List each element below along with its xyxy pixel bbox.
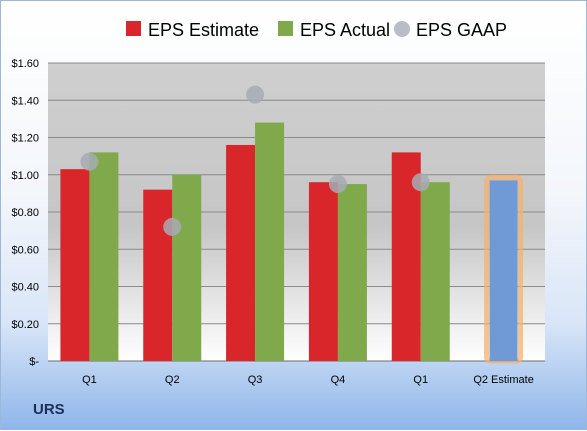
bar-eps-estimate	[143, 189, 173, 361]
legend-swatch-gaap	[394, 21, 410, 37]
gaap-points	[80, 85, 430, 236]
legend-label: EPS Actual	[300, 20, 390, 40]
bar-eps-estimate	[226, 144, 256, 361]
y-tick-label: $1.00	[11, 170, 39, 182]
bars	[60, 122, 524, 364]
y-tick-label: $0.80	[11, 207, 39, 219]
bar-q2-estimate	[489, 180, 518, 361]
ticker-label: URS	[33, 401, 65, 418]
y-tick-label: $1.60	[11, 58, 39, 70]
x-tick-label: Q2	[165, 374, 180, 386]
bar-eps-estimate	[308, 182, 338, 361]
y-tick-label: $0.60	[11, 244, 39, 256]
x-tick-label: Q1	[413, 374, 428, 386]
x-tick-label: Q1	[82, 374, 97, 386]
y-tick-label: $1.20	[11, 133, 39, 145]
gaap-point	[246, 85, 265, 104]
y-tick-label: $1.40	[11, 95, 39, 107]
gaap-point	[328, 175, 347, 194]
legend-label: EPS GAAP	[416, 20, 507, 40]
y-tick-label: $0.20	[11, 319, 39, 331]
x-tick-label: Q4	[331, 374, 346, 386]
y-tick-label: $-	[29, 356, 39, 368]
bar-eps-actual	[420, 182, 450, 361]
gaap-point	[163, 217, 182, 236]
bar-eps-estimate	[60, 169, 90, 361]
bar-eps-actual	[89, 152, 119, 361]
grid-lines	[48, 62, 545, 362]
bar-eps-actual	[337, 184, 367, 361]
bar-eps-actual	[255, 122, 285, 361]
legend-swatch	[126, 21, 141, 36]
legend-label: EPS Estimate	[148, 20, 259, 40]
gaap-point	[80, 152, 99, 171]
legend: EPS Estimate EPS Actual EPS GAAP	[126, 20, 507, 40]
axis-labels: $- $0.20 $0.40 $0.60 $0.80 $1.00 $1.20 $1.40 $1.…	[11, 58, 533, 386]
bar-eps-actual	[172, 174, 202, 361]
x-tick-label: Q3	[248, 374, 263, 386]
gaap-point	[411, 173, 430, 192]
legend-swatch	[278, 21, 293, 36]
y-tick-label: $0.40	[11, 282, 39, 294]
x-tick-label: Q2 Estimate	[473, 374, 534, 386]
